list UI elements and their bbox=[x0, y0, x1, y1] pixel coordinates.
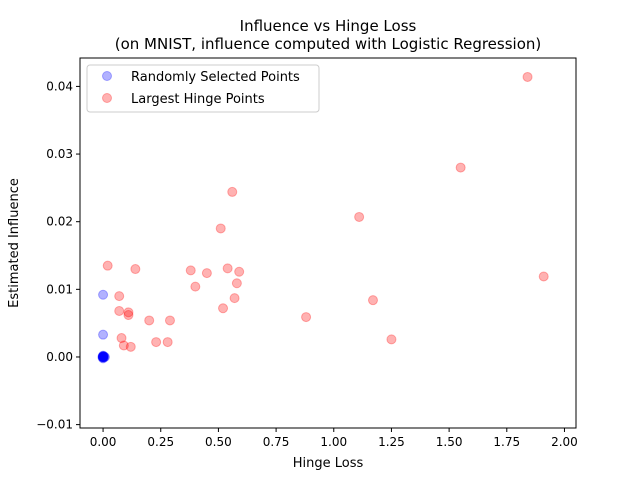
random-point bbox=[99, 351, 110, 362]
x-tick-label: 1.00 bbox=[320, 435, 347, 449]
legend-box bbox=[86, 64, 320, 113]
random-point bbox=[97, 351, 108, 362]
hinge-point bbox=[301, 312, 312, 323]
hinge-point bbox=[130, 264, 141, 275]
hinge-point bbox=[229, 293, 240, 304]
x-tick-label: 1.50 bbox=[436, 435, 463, 449]
legend-label-random: Randomly Selected Points bbox=[131, 70, 300, 85]
hinge-point bbox=[354, 211, 365, 222]
y-tick-label: 0.02 bbox=[46, 215, 73, 229]
hinge-point bbox=[164, 315, 175, 326]
x-axis-ticks: 0.00 0.25 0.50 0.75 1.00 1.25 1.50 1.75 2.00 bbox=[90, 428, 578, 449]
random-point bbox=[98, 351, 109, 362]
y-axis-ticks: −0.01 0.00 0.01 0.02 0.03 0.04 bbox=[36, 79, 80, 432]
hinge-point bbox=[123, 310, 134, 321]
hinge-point bbox=[215, 223, 226, 234]
hinge-point bbox=[222, 263, 233, 274]
hinge-point bbox=[455, 162, 466, 173]
legend-marker-random bbox=[102, 71, 112, 81]
hinge-point bbox=[231, 278, 242, 289]
random-point bbox=[98, 351, 109, 362]
hinge-point bbox=[234, 266, 245, 277]
hinge-point bbox=[114, 291, 125, 302]
y-tick-label: −0.01 bbox=[36, 418, 73, 432]
hinge-point bbox=[123, 307, 134, 318]
hinge-point bbox=[114, 305, 125, 316]
x-tick-label: 0.00 bbox=[90, 435, 117, 449]
y-axis-label: Estimated Influence bbox=[7, 178, 22, 308]
plot-area-frame bbox=[79, 57, 577, 429]
hinge-point bbox=[201, 268, 212, 279]
random-point bbox=[98, 352, 109, 363]
hinge-point bbox=[522, 71, 533, 82]
y-tick-label: 0.00 bbox=[46, 350, 73, 364]
legend-marker-hinge bbox=[102, 93, 112, 103]
y-tick-label: 0.04 bbox=[46, 79, 73, 93]
hinge-point bbox=[218, 303, 229, 314]
random-point bbox=[98, 353, 109, 364]
x-tick-label: 1.25 bbox=[378, 435, 405, 449]
x-tick-label: 2.00 bbox=[551, 435, 578, 449]
x-tick-label: 1.75 bbox=[493, 435, 520, 449]
x-tick-label: 0.25 bbox=[147, 435, 174, 449]
random-point bbox=[98, 351, 109, 362]
x-tick-label: 0.50 bbox=[205, 435, 232, 449]
y-tick-label: 0.03 bbox=[46, 147, 73, 161]
hinge-point bbox=[538, 271, 549, 282]
random-point bbox=[98, 351, 109, 362]
legend-label-hinge: Largest Hinge Points bbox=[131, 92, 265, 107]
random-point bbox=[98, 289, 109, 300]
random-point bbox=[98, 329, 109, 340]
random-point bbox=[98, 350, 109, 361]
hinge-point bbox=[144, 315, 155, 326]
y-tick-label: 0.01 bbox=[46, 282, 73, 296]
hinge-point bbox=[125, 341, 136, 352]
random-point bbox=[98, 351, 109, 362]
legend: Randomly Selected Points Largest Hinge P… bbox=[86, 64, 320, 113]
chart-title: Influence vs Hinge Loss bbox=[240, 17, 417, 35]
hinge-point bbox=[162, 337, 173, 348]
data-points bbox=[97, 71, 549, 364]
hinge-point bbox=[227, 186, 238, 197]
hinge-point bbox=[116, 333, 127, 344]
hinge-point bbox=[102, 260, 113, 271]
x-axis-label: Hinge Loss bbox=[293, 456, 364, 471]
random-point bbox=[98, 351, 109, 362]
hinge-point bbox=[118, 340, 129, 351]
hinge-point bbox=[190, 281, 201, 292]
chart-subtitle: (on MNIST, influence computed with Logis… bbox=[115, 35, 542, 53]
hinge-point bbox=[151, 337, 162, 348]
hinge-point bbox=[367, 295, 378, 306]
hinge-point bbox=[185, 265, 196, 276]
random-point bbox=[99, 351, 110, 362]
hinge-point bbox=[386, 334, 397, 345]
random-point bbox=[98, 351, 109, 362]
random-point bbox=[98, 351, 109, 362]
x-tick-label: 0.75 bbox=[263, 435, 290, 449]
